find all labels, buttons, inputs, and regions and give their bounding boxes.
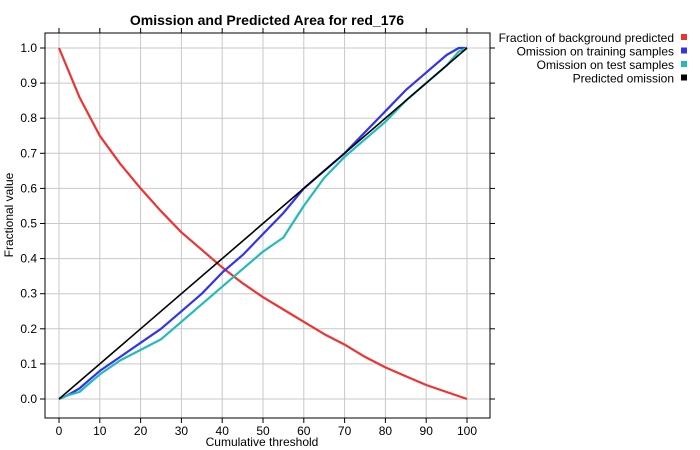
legend-label-3: Predicted omission <box>573 72 674 86</box>
x-tick-label: 10 <box>93 424 107 438</box>
x-tick-label: 0 <box>56 424 63 438</box>
y-tick-label: 0.6 <box>20 181 37 195</box>
series-line-0 <box>57 47 468 401</box>
y-axis-ticks: 0.0 0.1 0.2 0.3 0.4 0.5 0.6 0.7 0.8 0.9 1.0 <box>20 41 495 406</box>
series-line-3 <box>58 47 468 400</box>
x-tick-label: 50 <box>256 424 270 438</box>
y-axis-label: Fractional value <box>2 172 16 257</box>
y-tick-label: 0.4 <box>20 252 37 266</box>
y-tick-label: 0.0 <box>20 392 37 406</box>
y-tick-label: 0.9 <box>20 76 37 90</box>
legend: Fraction of background predictedOmission… <box>499 31 687 86</box>
x-tick-label: 80 <box>379 424 393 438</box>
x-tick-label: 20 <box>134 424 148 438</box>
series-line-1 <box>58 46 467 401</box>
x-tick-label: 40 <box>216 424 230 438</box>
x-tick-label: 100 <box>457 424 477 438</box>
x-tick-label: 90 <box>420 424 434 438</box>
legend-label-1: Omission on training samples <box>517 45 674 59</box>
y-tick-label: 0.2 <box>20 322 37 336</box>
legend-label-0: Fraction of background predicted <box>499 31 674 45</box>
grid-x <box>58 33 468 418</box>
legend-swatch-1 <box>681 47 687 54</box>
x-axis-label: Cumulative threshold <box>206 435 319 449</box>
x-tick-label: 60 <box>297 424 311 438</box>
chart-title: Omission and Predicted Area for red_176 <box>130 12 404 28</box>
y-tick-label: 0.8 <box>20 111 37 125</box>
x-tick-label: 70 <box>338 424 352 438</box>
legend-label-2: Omission on test samples <box>537 58 674 72</box>
y-tick-label: 1.0 <box>20 41 37 55</box>
y-tick-label: 0.7 <box>20 146 37 160</box>
grid-y <box>45 47 490 400</box>
legend-swatch-0 <box>681 34 687 40</box>
plot-frame <box>44 32 491 419</box>
x-tick-label: 30 <box>175 424 189 438</box>
y-tick-label: 0.5 <box>20 217 37 231</box>
legend-swatch-3 <box>681 74 687 81</box>
y-tick-label: 0.3 <box>20 287 37 301</box>
plot-background <box>45 33 490 418</box>
legend-swatch-2 <box>681 61 687 67</box>
x-axis-ticks: 0 10 20 30 40 50 60 70 80 90 100 <box>56 28 477 438</box>
y-tick-label: 0.1 <box>20 357 37 371</box>
series-layer <box>57 46 468 401</box>
